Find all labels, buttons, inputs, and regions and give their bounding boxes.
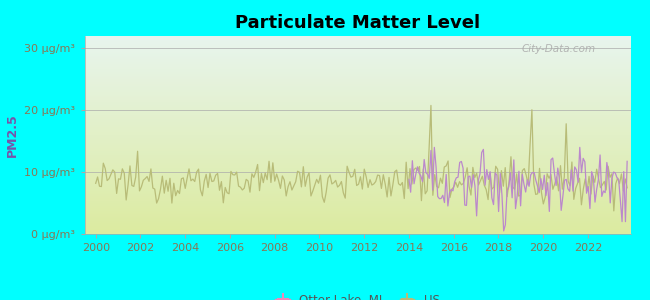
- Y-axis label: PM2.5: PM2.5: [6, 113, 19, 157]
- Title: Particulate Matter Level: Particulate Matter Level: [235, 14, 480, 32]
- Legend: Otter Lake, MI, US: Otter Lake, MI, US: [271, 289, 444, 300]
- Text: City-Data.com: City-Data.com: [521, 44, 595, 54]
